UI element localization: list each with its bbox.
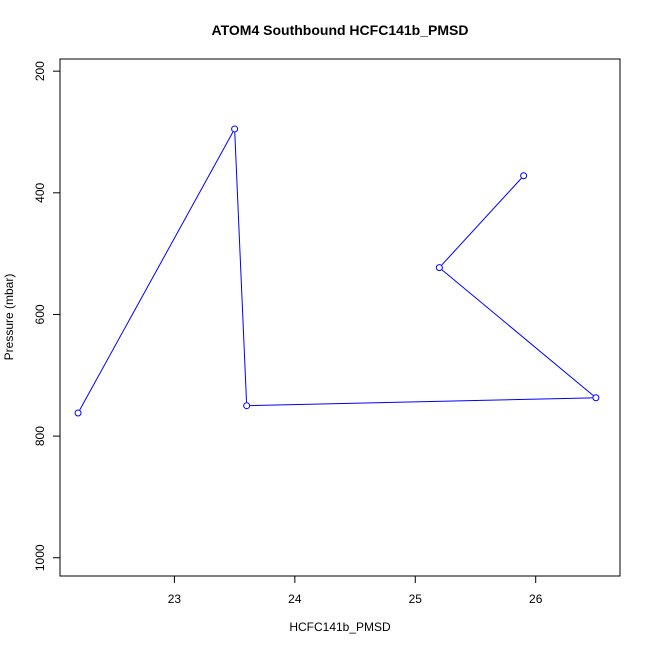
series-line-segment xyxy=(441,178,522,266)
x-tick-label: 24 xyxy=(288,592,302,606)
plot-area-frame xyxy=(59,58,621,577)
series-line-segment xyxy=(441,269,594,396)
series-line-segment xyxy=(79,131,234,411)
data-point xyxy=(74,409,82,417)
x-tick-label: 25 xyxy=(409,592,423,606)
y-tick-label: 1000 xyxy=(33,544,47,571)
data-point xyxy=(435,264,443,272)
x-tick-label: 26 xyxy=(529,592,543,606)
y-axis: 200 400 600 800 1000 xyxy=(33,61,61,571)
x-tick-label: 23 xyxy=(168,592,182,606)
data-point xyxy=(592,394,600,402)
x-axis: 23 24 25 26 xyxy=(168,575,543,606)
y-tick-label: 800 xyxy=(33,426,47,446)
data-point xyxy=(520,172,528,180)
chart-title: ATOM4 Southbound HCFC141b_PMSD xyxy=(212,22,469,38)
y-tick-label: 400 xyxy=(33,182,47,202)
y-axis-label: Pressure (mbar) xyxy=(2,274,16,361)
series-line-segment xyxy=(234,132,248,403)
y-tick-label: 600 xyxy=(33,304,47,324)
data-point xyxy=(243,402,251,410)
x-axis-label: HCFC141b_PMSD xyxy=(289,620,391,634)
series-line-segment xyxy=(250,397,593,407)
series-layer xyxy=(74,125,600,417)
data-point xyxy=(231,125,239,133)
y-tick-label: 200 xyxy=(33,61,47,81)
